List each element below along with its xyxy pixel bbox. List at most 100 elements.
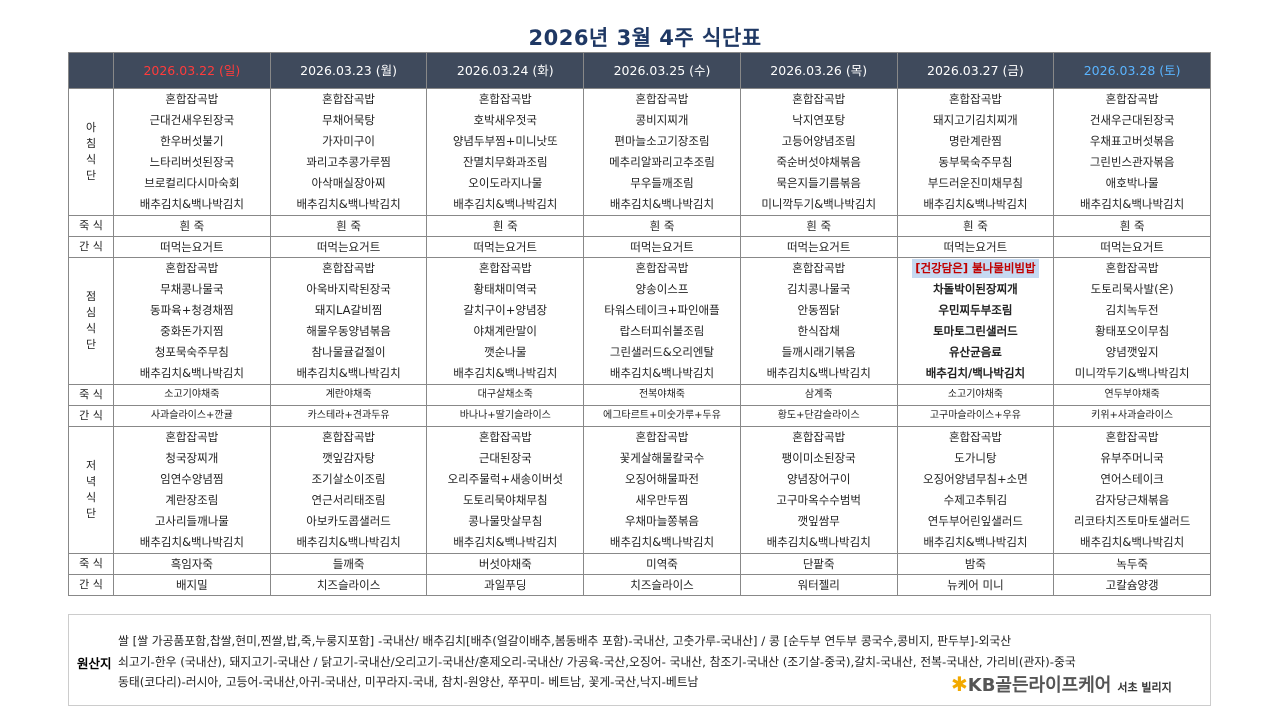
menu-cell: 녹두죽	[1054, 554, 1211, 575]
section-label: 저녁식단	[69, 427, 114, 554]
menu-item-text: 배추김치&백나박김치	[139, 535, 244, 549]
menu-item: 꽈리고추콩가루찜	[271, 152, 427, 173]
menu-item: 배추김치&백나박김치	[427, 532, 583, 553]
menu-item: 배추김치&백나박김치	[271, 363, 427, 384]
menu-item: 오리주물럭+새송이버섯	[427, 469, 583, 490]
section-label: 간 식	[69, 406, 114, 427]
origin-line: 쇠고기-한우 (국내산), 돼지고기-국내산 / 닭고기-국내산/오리고기-국내…	[118, 654, 1076, 669]
menu-item: 연어스테이크	[1054, 469, 1210, 490]
menu-item: 카스테라+견과두유	[271, 406, 427, 426]
menu-item: 배지밀	[114, 575, 270, 595]
menu-item-text: 혼합잡곡밥	[1105, 261, 1159, 275]
menu-item-text: 떠먹는요거트	[943, 240, 1008, 254]
menu-item: 배추김치&백나박김치	[114, 532, 270, 553]
menu-item: 새우만두찜	[584, 490, 740, 511]
menu-item-text: 양송이스프	[635, 282, 689, 296]
menu-item: 그린샐러드&오리엔탈	[584, 342, 740, 363]
menu-item-text: 배추김치&백나박김치	[766, 366, 871, 380]
menu-item: 떠먹는요거트	[741, 237, 897, 257]
menu-item-text: 고구마슬라이스+우유	[929, 410, 1022, 421]
menu-item-text: 김치녹두전	[1105, 303, 1159, 317]
menu-item-text: 카스테라+견과두유	[307, 410, 390, 421]
menu-cell: 혼합잡곡밥 콩비지찌개 편마늘소고기장조림 메추리알꽈리고추조림 무우들깨조림 배추김치&…	[584, 89, 741, 216]
menu-item-text: 흰 죽	[806, 219, 832, 233]
menu-item-text: 오이도라지나물	[468, 176, 543, 190]
menu-item-text: 아삭매실장아찌	[311, 176, 386, 190]
menu-item: 건새우근대된장국	[1054, 110, 1210, 131]
menu-item: 낙지연포탕	[741, 110, 897, 131]
menu-item-text: 무우들깨조림	[630, 176, 694, 190]
menu-cell: 과일푸딩	[427, 575, 585, 596]
logo: ✱KB골든라이프케어 서초 빌리지	[951, 671, 1172, 697]
menu-cell: 바나나+딸기슬라이스	[427, 406, 585, 427]
menu-cell: 단팥죽	[740, 554, 898, 575]
menu-item-text: 한식잡채	[797, 324, 840, 338]
date-header: 2026.03.27 (금)	[897, 53, 1055, 89]
menu-item: 도토리묵야채무침	[427, 490, 583, 511]
section-label-text: 저녁식단	[85, 459, 97, 520]
menu-item-text: 브로컬리다시마숙회	[144, 176, 240, 190]
menu-item: 갈치구이+양념장	[427, 300, 583, 321]
menu-item-text: 버섯야채죽	[478, 557, 532, 571]
menu-cell: 흰 죽	[270, 216, 428, 237]
menu-item: 고구마옥수수범벅	[741, 490, 897, 511]
menu-item: 혼합잡곡밥	[584, 89, 740, 110]
menu-item: 김치녹두전	[1054, 300, 1210, 321]
menu-item-text: 흰 죽	[649, 219, 675, 233]
menu-item-text: 오리주물럭+새송이버섯	[447, 472, 563, 486]
menu-item-text: 연두부야채죽	[1104, 389, 1160, 400]
menu-item-text: 근대된장국	[478, 451, 532, 465]
menu-item-text: 우채표고버섯볶음	[1089, 134, 1175, 148]
menu-item: 흰 죽	[114, 216, 270, 236]
menu-item-text: 오징어해물파전	[624, 472, 700, 486]
menu-item: 토마토그린샐러드	[898, 321, 1054, 342]
section-label: 점심식단	[69, 258, 114, 385]
menu-cell: 혼합잡곡밥 유부주머니국 연어스테이크 감자당근채볶음 리코타치즈토마토샐러드 배추김치&…	[1054, 427, 1211, 554]
origin-label: 원산지	[77, 656, 112, 671]
section-label-text: 죽 식	[79, 219, 103, 232]
menu-item: 임연수양념찜	[114, 469, 270, 490]
menu-item: 참나물귤겉절이	[271, 342, 427, 363]
menu-cell: 흑임자죽	[114, 554, 271, 575]
menu-item: 워터젤리	[741, 575, 897, 595]
section-label-text: 죽 식	[79, 388, 103, 401]
menu-cell: 에그타르트+미숫가루+두유	[584, 406, 741, 427]
menu-item-text: 황도+단감슬라이스	[777, 410, 860, 421]
menu-item-text: 타워스테이크+파인애플	[604, 303, 720, 317]
menu-cell: 떠먹는요거트	[427, 237, 585, 258]
menu-item: 흰 죽	[741, 216, 897, 236]
menu-item: 들깨죽	[271, 554, 427, 574]
menu-item: 혼합잡곡밥	[741, 89, 897, 110]
menu-item-text: 떠먹는요거트	[630, 240, 694, 254]
menu-item: 혼합잡곡밥	[1054, 89, 1210, 110]
menu-item-text: 혼합잡곡밥	[478, 92, 532, 106]
menu-item: 뉴케어 미니	[898, 575, 1054, 595]
menu-item-text: 아욱바지락된장국	[306, 282, 391, 296]
menu-item-text: 떠먹는요거트	[316, 240, 381, 254]
menu-item: 콩비지찌개	[584, 110, 740, 131]
menu-item: 묵은지들기름볶음	[741, 173, 897, 194]
menu-item: 미역죽	[584, 554, 740, 574]
menu-item-text: 떠먹는요거트	[1100, 240, 1164, 254]
menu-item: 배추김치&백나박김치	[584, 363, 740, 384]
menu-item: 아삭매실장아찌	[271, 173, 427, 194]
menu-cell: 혼합잡곡밥 근대건새우된장국 한우버섯불기 느타리버섯된장국 브로컬리다시마숙회 배추김치…	[114, 89, 271, 216]
menu-item: 무우들깨조림	[584, 173, 740, 194]
menu-item: 양송이스프	[584, 279, 740, 300]
menu-item: 혼합잡곡밥	[898, 89, 1054, 110]
menu-item-text: [건강담은] 불나물비빔밥	[912, 259, 1039, 278]
menu-item-text: 배추김치&백나박김치	[923, 535, 1028, 549]
menu-item: 흰 죽	[1054, 216, 1210, 236]
menu-item: 배추김치&백나박김치	[1054, 194, 1210, 215]
menu-item: 배추김치&백나박김치	[271, 532, 427, 553]
menu-item-text: 배추김치&백나박김치	[453, 535, 558, 549]
menu-item: 바나나+딸기슬라이스	[427, 406, 583, 426]
menu-item: 돼지LA갈비찜	[271, 300, 427, 321]
menu-item-text: 명란계란찜	[948, 134, 1002, 148]
menu-item-text: 혼합잡곡밥	[1105, 430, 1159, 444]
menu-cell: 혼합잡곡밥 팽이미소된장국 양념장어구이 고구마옥수수범벅 깻잎쌈무 배추김치&백나박김치	[740, 427, 898, 554]
menu-item-text: 뉴케어 미니	[947, 578, 1004, 592]
menu-item: 오징어해물파전	[584, 469, 740, 490]
menu-item-text: 전복야채죽	[638, 389, 685, 400]
menu-item-text: 고사리들깨나물	[154, 514, 229, 528]
